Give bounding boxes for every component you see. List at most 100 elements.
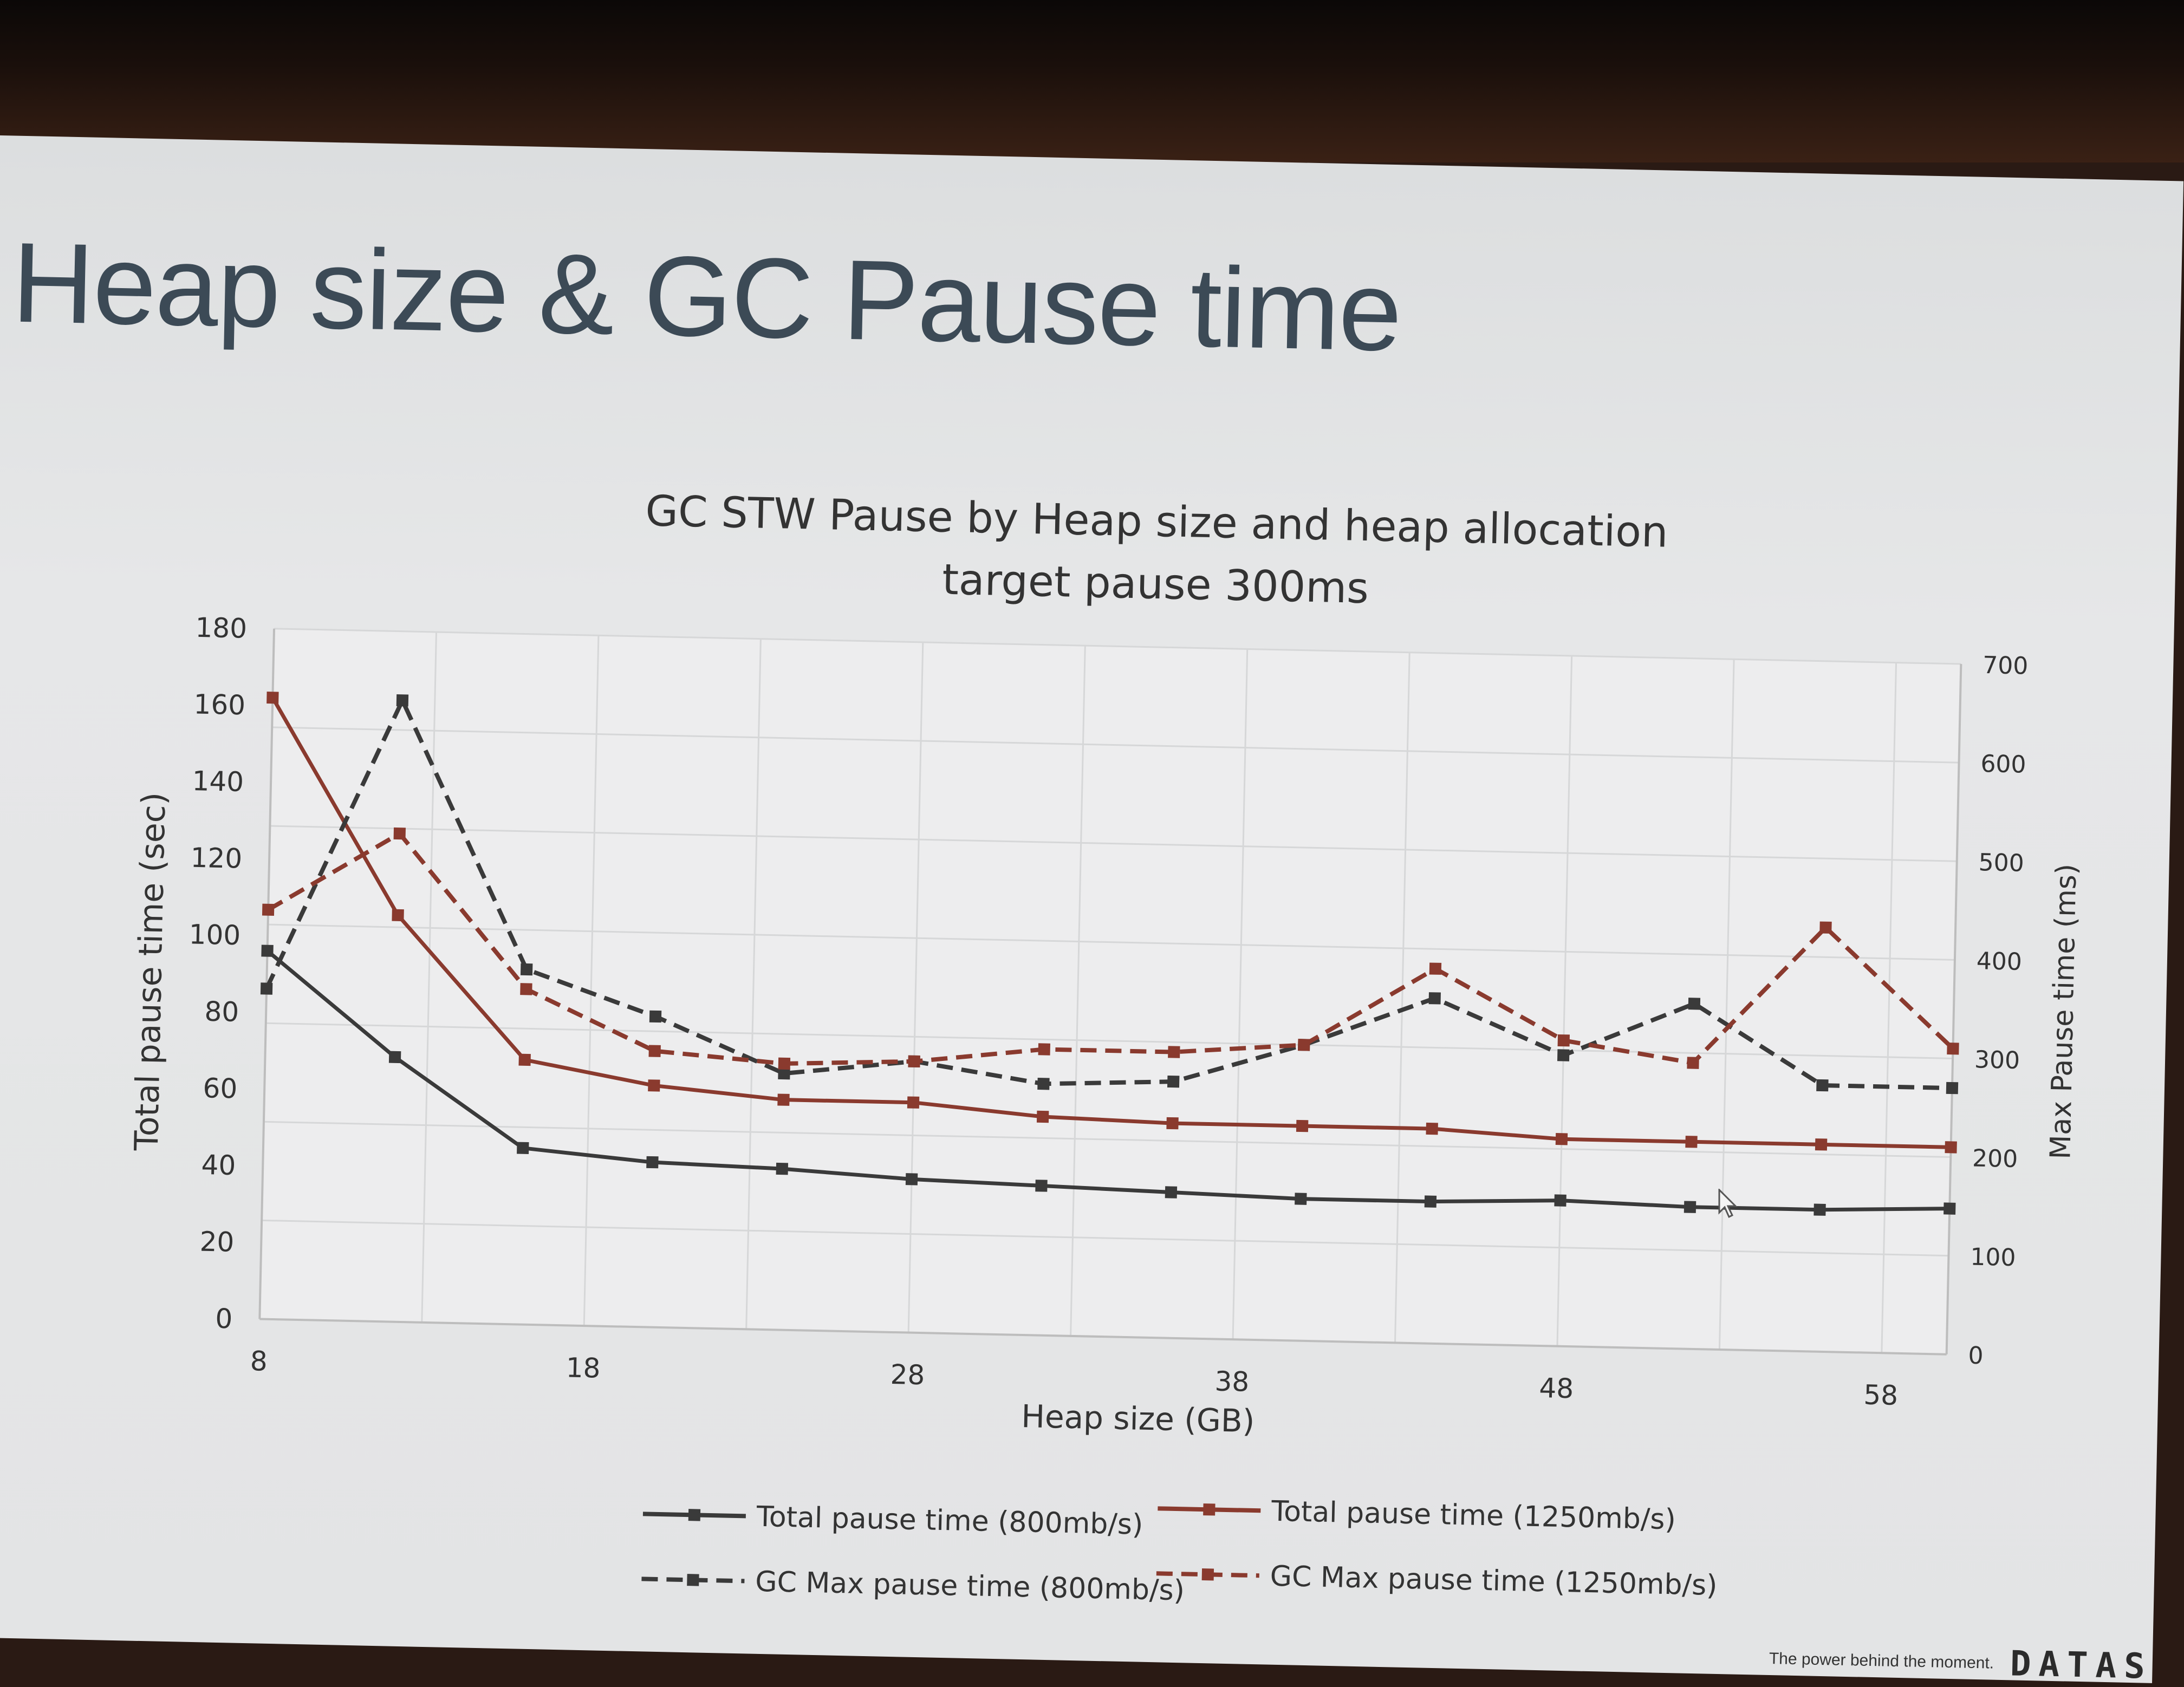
data-point: [1298, 1039, 1310, 1051]
slide-footer: The power behind the moment. DATAS: [1769, 1643, 2153, 1687]
data-point: [905, 1173, 918, 1186]
chart-title: GC STW Pause by Heap size and heap alloc…: [645, 487, 1669, 557]
y2-tick-label: 400: [1976, 947, 2022, 976]
gridline-horizontal: [272, 726, 1959, 764]
gridline-vertical: [1394, 652, 1410, 1343]
data-point: [1683, 1201, 1696, 1213]
y-tick-label: 120: [190, 842, 243, 875]
y2-tick-label: 200: [1972, 1144, 2018, 1173]
x-tick-label: 28: [890, 1359, 925, 1391]
data-point: [1819, 921, 1832, 934]
legend-label-4: GC Max pause time (1250mb/s): [1270, 1560, 1718, 1602]
y2-tick-label: 600: [1980, 750, 2026, 779]
data-point: [1687, 1057, 1699, 1069]
x-tick-label: 38: [1214, 1365, 1250, 1397]
data-point: [1815, 1138, 1828, 1151]
gridline-vertical: [1070, 646, 1086, 1336]
data-point: [1555, 1133, 1568, 1145]
y2-tick-label: 100: [1970, 1243, 2016, 1272]
data-point: [1426, 1122, 1438, 1135]
y-tick-label: 100: [188, 919, 241, 951]
gridline-vertical: [907, 642, 924, 1333]
series-line-4: [267, 831, 1955, 1066]
legend-label-2: Total pause time (1250mb/s): [1271, 1495, 1676, 1536]
y2-tick-label: 0: [1968, 1342, 1984, 1370]
mouse-cursor-icon: [1718, 1189, 1738, 1219]
data-point: [1038, 1043, 1051, 1056]
data-point: [517, 1142, 529, 1155]
data-point: [393, 827, 406, 840]
y-tick-label: 60: [203, 1072, 238, 1104]
projector-screen-edge: [0, 0, 2184, 162]
y-axis-right: [1945, 663, 1962, 1354]
x-tick-label: 18: [566, 1352, 601, 1384]
data-point: [1943, 1202, 1956, 1215]
plot-area: [259, 628, 1961, 1354]
gridline-vertical: [583, 635, 600, 1326]
data-point: [260, 982, 273, 995]
x-axis-label: Heap size (GB): [1021, 1398, 1255, 1440]
legend-marker: [1201, 1568, 1214, 1581]
y2-tick-label: 300: [1974, 1046, 2020, 1074]
data-point: [778, 1067, 790, 1080]
legend-label-3: GC Max pause time (800mb/s): [755, 1566, 1185, 1607]
data-point: [1429, 962, 1442, 975]
data-point: [266, 692, 279, 704]
series-line-3: [264, 698, 1953, 1091]
data-point: [777, 1093, 790, 1106]
data-point: [392, 909, 404, 922]
legend-marker: [687, 1574, 699, 1586]
data-point: [1036, 1110, 1049, 1123]
gridline-vertical: [1881, 662, 1897, 1353]
data-point: [388, 1051, 401, 1064]
y-tick-label: 160: [193, 688, 246, 721]
y-axis-label: Total pause time (sec): [128, 792, 173, 1151]
y2-tick-label: 500: [1978, 849, 2024, 877]
data-point: [261, 945, 274, 957]
data-point: [908, 1055, 920, 1068]
data-point: [1037, 1078, 1050, 1090]
series-line-1: [266, 949, 1950, 1212]
data-point: [1947, 1043, 1959, 1055]
gridline-vertical: [1232, 649, 1249, 1340]
y-axis-left: [258, 628, 276, 1319]
data-point: [518, 1053, 531, 1066]
legend-marker: [1203, 1503, 1216, 1516]
legend-marker: [688, 1509, 701, 1521]
data-point: [907, 1096, 920, 1109]
gridline-vertical: [745, 639, 762, 1330]
data-point: [648, 1079, 660, 1092]
footer-tagline: The power behind the moment.: [1769, 1650, 1994, 1672]
slide: Heap size & GC Pause time 0 20 40 60 80 100 12…: [0, 135, 2184, 1687]
x-tick-label: 58: [1863, 1379, 1899, 1411]
data-point: [1428, 992, 1441, 1005]
y2-tick-label: 700: [1982, 652, 2029, 680]
data-point: [1813, 1203, 1826, 1216]
y-tick-label: 20: [199, 1226, 235, 1258]
brand-logo: DATAS: [2010, 1644, 2153, 1687]
data-point: [778, 1057, 791, 1070]
x-tick-label: 8: [250, 1345, 268, 1377]
data-point: [649, 1010, 662, 1023]
x-tick-label: 48: [1539, 1372, 1574, 1404]
data-point: [520, 963, 533, 976]
gridline-horizontal: [274, 628, 1961, 665]
data-point: [1167, 1075, 1180, 1088]
gridline-horizontal: [268, 923, 1955, 961]
x-axis: [259, 1318, 1947, 1356]
y2-axis-label: Max Pause time (ms): [2044, 863, 2083, 1160]
data-point: [1168, 1046, 1180, 1058]
data-point: [262, 903, 275, 916]
data-point: [1557, 1034, 1570, 1047]
gridline-horizontal: [262, 1219, 1949, 1257]
chart-subtitle: target pause 300ms: [941, 556, 1369, 613]
gridline-vertical: [1556, 655, 1573, 1346]
data-point: [1554, 1194, 1566, 1207]
y-tick-label: 0: [215, 1303, 233, 1335]
data-point: [396, 694, 409, 707]
legend-label-1: Total pause time (800mb/s): [756, 1501, 1143, 1541]
data-point: [648, 1045, 661, 1057]
data-point: [1688, 998, 1701, 1010]
data-point: [1424, 1195, 1437, 1208]
y-tick-label: 180: [195, 612, 248, 644]
